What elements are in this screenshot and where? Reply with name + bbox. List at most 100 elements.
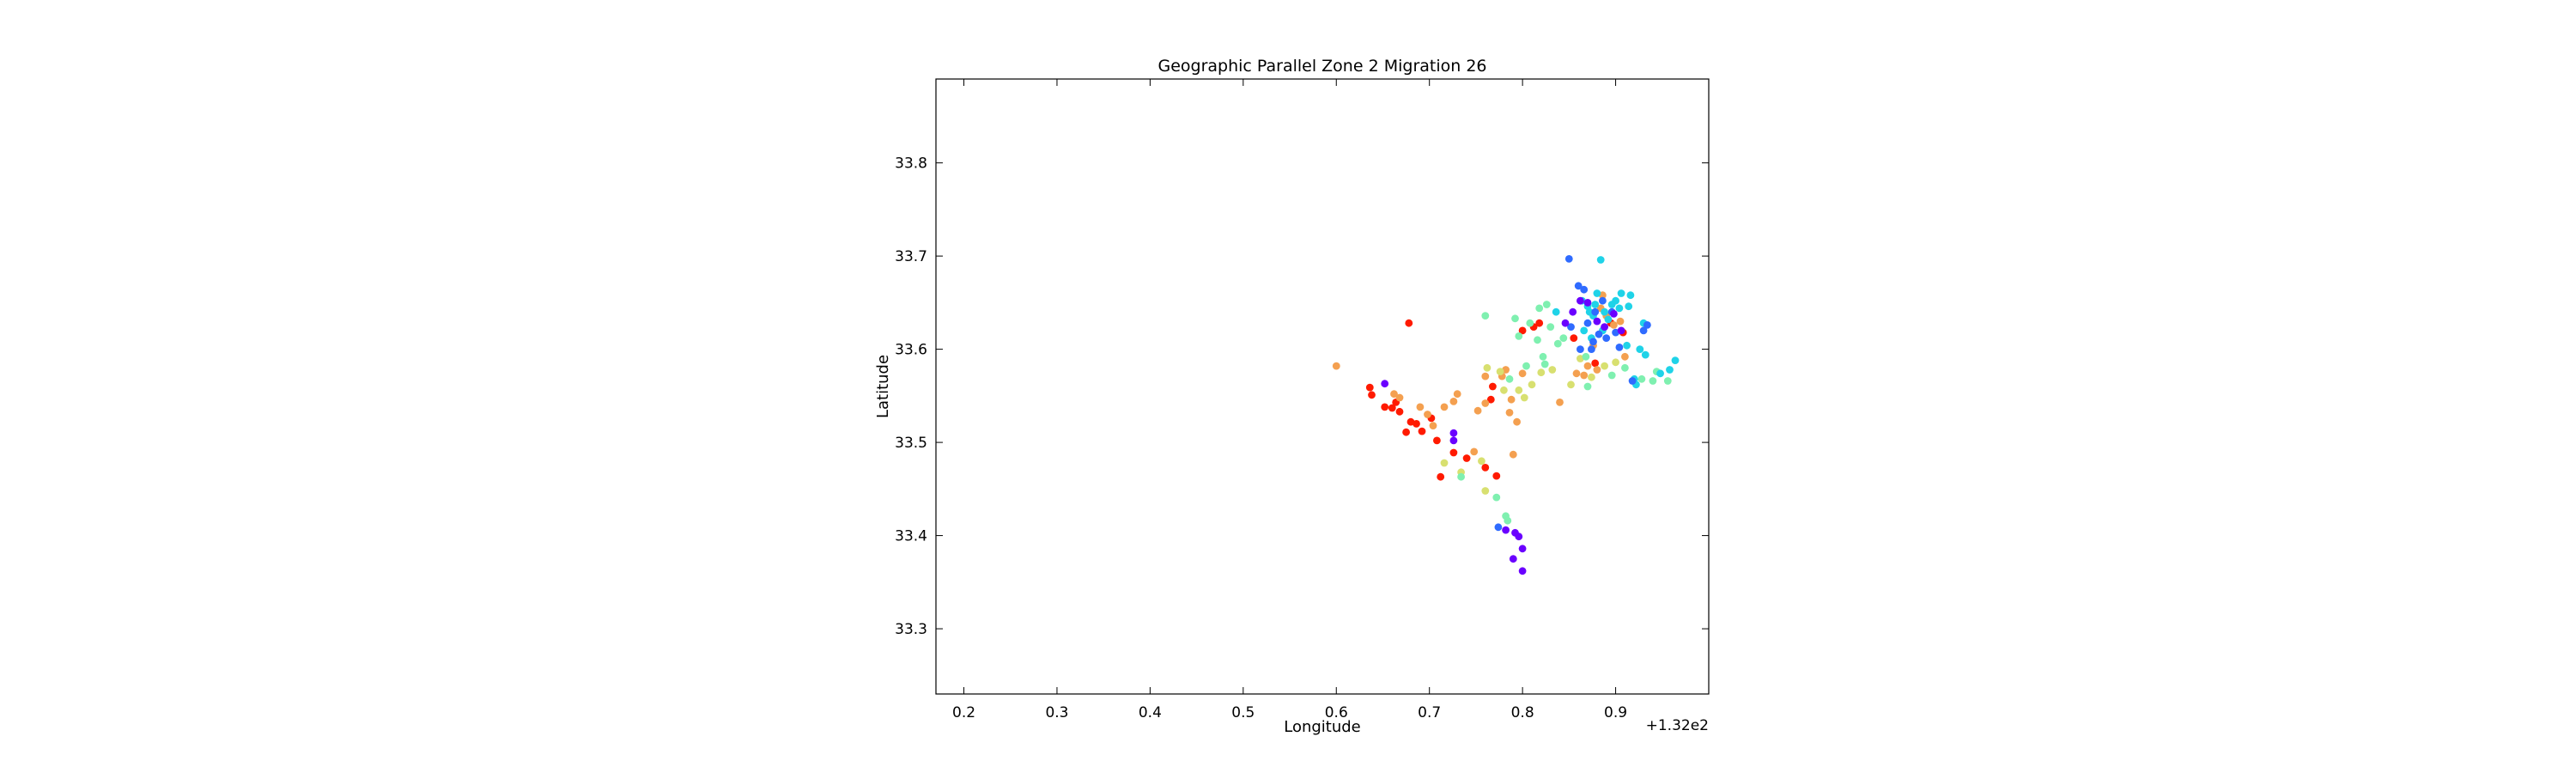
x-axis-offset-label: +1.32e2: [1646, 717, 1709, 734]
data-point: [1481, 399, 1490, 407]
data-point: [1564, 255, 1573, 263]
data-point: [1449, 448, 1458, 457]
data-point: [1511, 314, 1519, 323]
x-tick-label: 0.3: [1045, 704, 1068, 721]
data-point: [1449, 398, 1458, 405]
x-axis-label: Longitude: [1284, 718, 1361, 736]
data-point: [1604, 315, 1613, 324]
data-point: [1663, 377, 1672, 385]
data-point: [1504, 516, 1512, 525]
data-point: [1583, 299, 1592, 307]
data-point: [1535, 304, 1544, 313]
data-point: [1470, 447, 1479, 456]
data-point: [1570, 334, 1578, 342]
data-point: [1626, 291, 1635, 300]
data-point: [1643, 321, 1651, 329]
data-point: [1405, 319, 1413, 327]
data-point: [1494, 523, 1503, 532]
data-point: [1535, 319, 1544, 327]
data-point: [1615, 304, 1624, 313]
y-tick-label: 33.6: [895, 342, 927, 359]
data-point: [1515, 332, 1523, 340]
data-point: [1625, 302, 1633, 311]
data-point: [1518, 567, 1527, 575]
data-point: [1637, 374, 1646, 383]
data-point: [1537, 368, 1546, 377]
axes-frame: [935, 78, 1710, 695]
data-point: [1542, 301, 1551, 308]
x-tick-label: 0.6: [1325, 704, 1348, 721]
data-point: [1478, 457, 1485, 466]
data-point: [1540, 360, 1549, 368]
data-point: [1582, 352, 1590, 361]
data-point: [1572, 369, 1581, 378]
x-tick-label: 0.8: [1511, 704, 1534, 721]
data-point: [1518, 545, 1527, 553]
data-point: [1548, 366, 1557, 374]
data-point: [1528, 380, 1536, 389]
data-point: [1628, 377, 1637, 385]
data-point: [1617, 289, 1625, 297]
data-point: [1607, 371, 1616, 380]
data-point: [1610, 310, 1618, 318]
data-point: [1596, 256, 1605, 264]
data-point: [1656, 369, 1664, 378]
data-point: [1437, 472, 1445, 481]
data-point: [1492, 493, 1501, 502]
data-point: [1569, 307, 1577, 316]
data-point: [1483, 363, 1492, 372]
data-point: [1666, 366, 1674, 374]
x-tick-label: 0.7: [1418, 704, 1441, 721]
data-point: [1520, 393, 1528, 402]
y-axis-ticks: 33.3 33.4 33.5 33.6 33.7 33.8: [895, 155, 1709, 638]
x-tick-label: 0.4: [1139, 704, 1162, 721]
data-point: [1518, 369, 1527, 378]
data-point: [1588, 345, 1595, 353]
data-points: [1332, 255, 1680, 575]
data-point: [1395, 407, 1404, 416]
data-point: [1616, 317, 1625, 326]
data-point: [1593, 366, 1601, 374]
data-point: [1610, 321, 1618, 329]
data-point: [1559, 334, 1568, 342]
data-point: [1552, 307, 1560, 316]
data-point: [1583, 382, 1592, 391]
data-point: [1365, 383, 1374, 392]
data-point: [1518, 326, 1527, 335]
data-point: [1621, 352, 1629, 361]
data-point: [1332, 362, 1340, 370]
y-tick-label: 33.7: [895, 248, 927, 265]
data-point: [1449, 436, 1458, 445]
data-point: [1388, 404, 1396, 412]
data-point: [1595, 330, 1603, 338]
data-point: [1612, 296, 1619, 305]
data-point: [1416, 403, 1425, 411]
data-point: [1515, 533, 1523, 541]
x-tick-label: 0.9: [1604, 704, 1627, 721]
data-point: [1580, 371, 1589, 380]
y-axis-label: Latitude: [874, 355, 892, 418]
data-point: [1577, 296, 1584, 305]
data-point: [1429, 422, 1437, 429]
data-point: [1556, 399, 1564, 406]
data-point: [1591, 359, 1600, 368]
y-tick-label: 33.4: [895, 528, 927, 545]
data-point: [1671, 356, 1680, 364]
data-point: [1395, 393, 1404, 402]
data-point: [1522, 362, 1530, 370]
data-point: [1481, 312, 1490, 320]
chart-title: Geographic Parallel Zone 2 Migration 26: [1157, 57, 1486, 76]
data-point: [1546, 323, 1555, 331]
data-point: [1424, 411, 1431, 418]
data-point: [1561, 319, 1570, 327]
data-point: [1473, 406, 1482, 415]
data-point: [1481, 464, 1490, 472]
data-point: [1457, 472, 1465, 481]
data-point: [1641, 350, 1649, 359]
data-point: [1413, 420, 1420, 428]
data-point: [1621, 363, 1629, 372]
data-point: [1591, 301, 1600, 308]
data-point: [1601, 323, 1608, 331]
data-point: [1449, 429, 1458, 437]
